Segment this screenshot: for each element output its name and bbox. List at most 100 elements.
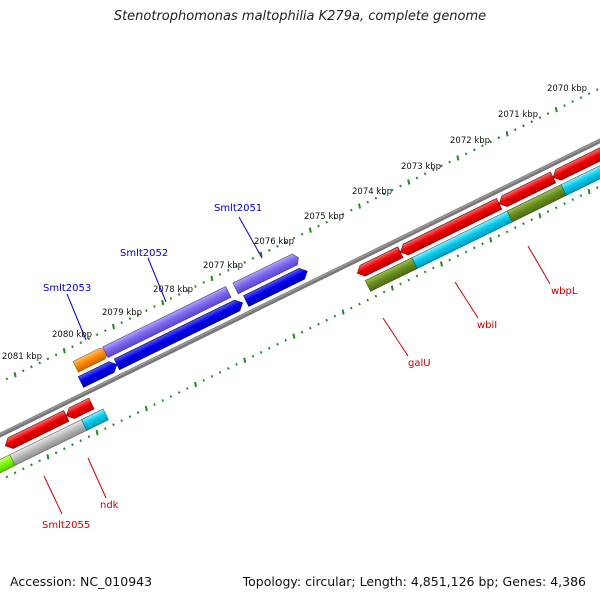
outer-track-minor-tick (579, 96, 583, 100)
outer-track-minor-tick (522, 124, 525, 128)
inner-track-minor-tick (177, 391, 181, 394)
outer-track-minor-tick (464, 152, 468, 156)
inner-track-minor-tick (103, 427, 107, 431)
kbp-label: 2071 kbp (498, 110, 538, 120)
outer-track-minor-tick (513, 128, 517, 132)
inner-track-minor-tick (481, 242, 484, 246)
accession-text: Accession: NC_010943 (10, 574, 153, 589)
outer-track-minor-tick (276, 244, 279, 248)
gene-label-ndk: ndk (100, 500, 119, 511)
outer-track-minor-tick (87, 337, 91, 341)
inner-track-minor-tick (333, 314, 337, 318)
cds-smlt2052-blue[interactable] (113, 297, 245, 371)
outer-track-minor-tick (530, 120, 534, 124)
outer-track-minor-tick (218, 272, 222, 276)
inner-track-minor-tick (497, 234, 501, 238)
outer-track-minor-tick (185, 289, 189, 292)
genome-backbone (0, 138, 600, 438)
outer-track-minor-tick (366, 200, 370, 204)
outer-track-major-tick (161, 299, 165, 306)
inner-track-minor-tick (407, 278, 411, 282)
cds-cyan-right[interactable] (560, 128, 600, 196)
inner-track-minor-tick (112, 423, 115, 427)
outer-track-minor-tick (317, 224, 320, 228)
inner-track-major-tick (194, 381, 197, 388)
cds-ndk[interactable] (81, 408, 109, 431)
inner-track-minor-tick (161, 399, 165, 402)
outer-track-major-tick (308, 227, 312, 233)
outer-track-minor-tick (169, 297, 173, 300)
outer-track-major-tick (112, 323, 115, 330)
cds-red-mid-4[interactable] (550, 140, 600, 183)
outer-track-major-tick (554, 107, 558, 113)
outer-track-minor-tick (235, 264, 238, 268)
inner-track-major-tick (341, 309, 345, 315)
inner-track-minor-tick (382, 290, 386, 294)
inner-track-major-tick (243, 357, 247, 363)
inner-track-minor-tick (13, 471, 17, 475)
inner-track-major-tick (538, 213, 542, 219)
inner-track-minor-tick (366, 298, 370, 302)
inner-track-minor-tick (530, 218, 534, 222)
inner-track-minor-tick (71, 443, 74, 447)
outer-track-minor-tick (153, 305, 156, 308)
inner-track-minor-tick (522, 222, 525, 226)
inner-track-minor-tick (456, 254, 460, 258)
outer-track-minor-tick (120, 321, 124, 325)
outer-track-minor-tick (226, 268, 230, 272)
inner-track-minor-tick (202, 378, 206, 382)
inner-track-minor-tick (87, 435, 91, 439)
outer-track-minor-tick (382, 192, 386, 196)
cds-smlt2052[interactable] (102, 286, 232, 359)
outer-track-minor-tick (284, 240, 288, 244)
inner-track-major-tick (46, 454, 50, 460)
inner-track-major-tick (440, 261, 443, 267)
cds-red-mid-3[interactable] (497, 171, 557, 209)
inner-track-minor-tick (374, 294, 378, 298)
outer-track-major-tick (407, 179, 411, 185)
cds-red-left[interactable] (3, 410, 70, 451)
outer-tick-track (0, 88, 599, 384)
outer-track-minor-tick (374, 196, 378, 200)
inner-track-minor-tick (153, 403, 156, 406)
outer-track-minor-tick (489, 140, 493, 144)
inner-track-minor-tick (571, 198, 575, 202)
feature-tracks (0, 128, 600, 475)
inner-track-minor-tick (226, 366, 230, 370)
outer-track-major-tick (13, 372, 17, 378)
outer-track-minor-tick (144, 309, 148, 313)
cds-red-left-2[interactable] (64, 397, 95, 421)
cds-red-mid-2[interactable] (398, 198, 503, 257)
outer-track-minor-tick (194, 285, 197, 288)
kbp-label: 2075 kbp (304, 212, 344, 222)
gene-label-smlt2055: Smlt2055 (42, 520, 90, 531)
inner-track-minor-tick (300, 330, 304, 334)
gene-label-smlt2051: Smlt2051 (214, 203, 262, 214)
map-title: Stenotrophomonas maltophilia K279a, comp… (113, 9, 487, 24)
inner-track-minor-tick (5, 475, 9, 479)
outer-track-minor-tick (497, 136, 501, 140)
cds-smlt2051-blue[interactable] (243, 266, 310, 307)
inner-track-major-tick (95, 430, 99, 436)
cds-smlt2053[interactable] (77, 359, 119, 388)
outer-track-minor-tick (333, 216, 337, 220)
kbp-label: 2081 kbp (2, 352, 42, 362)
cds-red-mid-1[interactable] (355, 246, 404, 279)
kbp-label: 2079 kbp (102, 308, 142, 318)
gene-label-wbiI: wbiI (477, 320, 497, 331)
outer-track-minor-tick (399, 184, 402, 188)
outer-track-minor-tick (54, 353, 58, 357)
inner-track-minor-tick (448, 258, 452, 262)
topology-text: Topology: circular; Length: 4,851,126 bp… (242, 574, 586, 589)
outer-track-minor-tick (538, 116, 542, 120)
inner-track-major-tick (587, 188, 591, 195)
outer-track-minor-tick (341, 212, 345, 216)
cds-lime[interactable] (0, 454, 16, 475)
cds-smlt2051[interactable] (232, 252, 301, 295)
kbp-label: 2070 kbp (547, 84, 587, 94)
gene-label-galU: galU (408, 358, 431, 369)
outer-track-minor-tick (415, 176, 419, 180)
outer-track-minor-tick (103, 329, 107, 333)
outer-track-minor-tick (472, 148, 476, 152)
